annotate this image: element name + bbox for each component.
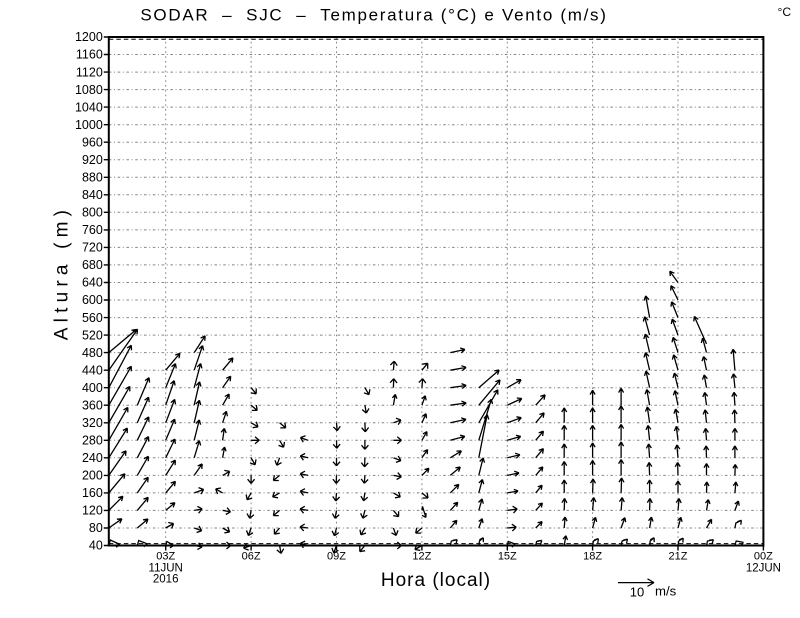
- svg-text:12Z: 12Z: [412, 551, 431, 563]
- svg-text:120: 120: [82, 504, 103, 518]
- svg-text:760: 760: [82, 223, 103, 237]
- svg-text:12JUN: 12JUN: [746, 563, 781, 575]
- svg-text:320: 320: [82, 416, 103, 430]
- svg-text:06Z: 06Z: [242, 551, 261, 563]
- svg-text:80: 80: [89, 521, 103, 535]
- svg-text:920: 920: [82, 153, 103, 167]
- svg-text:640: 640: [82, 276, 103, 290]
- svg-text:21Z: 21Z: [669, 551, 688, 563]
- svg-text:Altura (m): Altura (m): [52, 205, 73, 340]
- svg-text:10: 10: [630, 585, 644, 600]
- svg-text:1120: 1120: [76, 65, 103, 79]
- svg-text:800: 800: [82, 206, 103, 220]
- svg-text:00Z: 00Z: [754, 551, 773, 563]
- svg-text:400: 400: [82, 381, 103, 395]
- svg-text:440: 440: [82, 363, 103, 377]
- svg-text:40: 40: [89, 539, 103, 553]
- svg-text:2016: 2016: [153, 574, 179, 586]
- svg-text:m/s: m/s: [655, 584, 677, 599]
- svg-text:Hora (local): Hora (local): [381, 570, 491, 591]
- svg-text:560: 560: [82, 311, 103, 325]
- svg-text:720: 720: [82, 241, 103, 255]
- svg-text:°C: °C: [778, 5, 792, 19]
- svg-text:11JUN: 11JUN: [149, 563, 183, 575]
- svg-text:1000: 1000: [75, 118, 103, 132]
- svg-text:360: 360: [82, 398, 103, 412]
- svg-text:1160: 1160: [76, 48, 103, 62]
- svg-text:1200: 1200: [75, 30, 103, 44]
- svg-text:680: 680: [82, 258, 103, 272]
- svg-text:SODAR – SJC – Temperatura: SODAR – SJC – Temperatura (°C) e Vento (…: [140, 6, 607, 25]
- svg-text:1080: 1080: [75, 83, 103, 97]
- svg-text:480: 480: [82, 346, 103, 360]
- svg-text:840: 840: [82, 188, 103, 202]
- svg-text:280: 280: [82, 434, 103, 448]
- svg-text:1040: 1040: [75, 100, 103, 114]
- svg-text:600: 600: [82, 293, 103, 307]
- svg-text:09Z: 09Z: [327, 551, 346, 563]
- svg-text:03Z: 03Z: [156, 551, 175, 563]
- svg-text:18Z: 18Z: [583, 551, 602, 563]
- svg-text:520: 520: [82, 328, 103, 342]
- svg-text:15Z: 15Z: [498, 551, 517, 563]
- svg-text:960: 960: [82, 135, 103, 149]
- svg-text:240: 240: [82, 451, 103, 465]
- svg-text:200: 200: [82, 469, 103, 483]
- svg-text:160: 160: [82, 486, 103, 500]
- svg-text:880: 880: [82, 171, 103, 185]
